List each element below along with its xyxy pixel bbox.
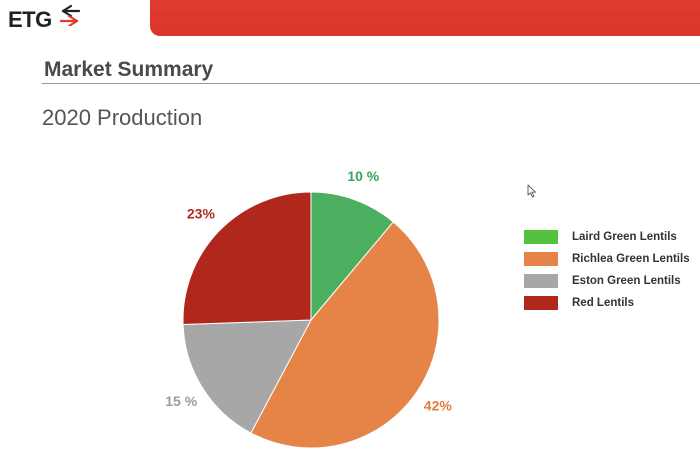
header-accent-bar	[150, 0, 700, 36]
legend-item: Laird Green Lentils	[524, 226, 690, 248]
pie-slice	[182, 191, 312, 325]
logo-text: ETG	[8, 7, 52, 32]
slice-data-label: 42%	[424, 398, 453, 414]
legend-item: Eston Green Lentils	[524, 270, 690, 292]
slice-data-label: 15 %	[165, 393, 197, 409]
pie-slice	[250, 221, 440, 449]
chart-legend: Laird Green Lentils Richlea Green Lentils…	[524, 226, 690, 314]
pie-slice	[182, 319, 312, 434]
chart-title: 2020 Production	[42, 105, 203, 130]
legend-swatch	[524, 296, 558, 310]
legend-item: Richlea Green Lentils	[524, 248, 690, 270]
legend-swatch	[524, 252, 558, 266]
slice-data-label: 10 %	[347, 168, 379, 184]
etg-logo: ETG	[8, 4, 81, 36]
legend-label: Red Lentils	[572, 297, 634, 309]
pie-slice	[310, 191, 394, 322]
section-divider	[42, 83, 700, 84]
legend-label: Laird Green Lentils	[572, 231, 677, 243]
legend-swatch	[524, 274, 558, 288]
slice-data-label: 23%	[187, 206, 216, 222]
mouse-cursor-icon	[527, 184, 536, 198]
legend-label: Eston Green Lentils	[572, 275, 681, 287]
section-title: Market Summary	[44, 58, 214, 81]
legend-item: Red Lentils	[524, 292, 690, 314]
exchange-arrows-icon	[59, 4, 81, 26]
legend-swatch	[524, 230, 558, 244]
legend-label: Richlea Green Lentils	[572, 253, 690, 265]
